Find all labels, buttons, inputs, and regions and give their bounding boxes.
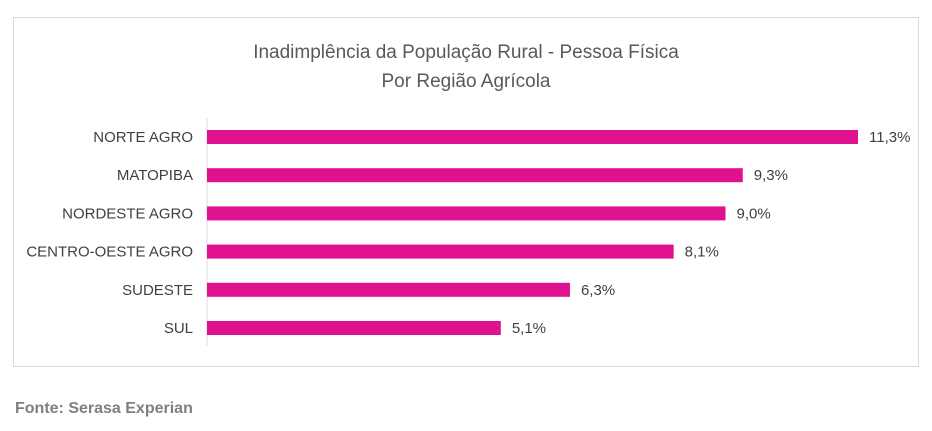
bar (207, 282, 570, 297)
category-label: NORTE AGRO (93, 129, 193, 146)
value-label: 8,1% (685, 244, 719, 261)
chart-title: Inadimplência da População Rural - Pesso… (253, 42, 679, 63)
category-label: SUL (164, 320, 193, 337)
bar (207, 244, 674, 259)
bar (207, 130, 858, 144)
value-label: 5,1% (512, 320, 546, 337)
bar (207, 168, 743, 183)
bars-group: NORTE AGRO 11,3% MATOPIBA 9,3% NORDESTE AGRO… (26, 129, 910, 337)
chart-frame (13, 17, 919, 367)
category-label: CENTRO-OESTE AGRO (26, 244, 193, 261)
bar (207, 206, 726, 221)
category-label: SUDESTE (122, 282, 193, 299)
value-label: 9,3% (754, 167, 788, 184)
value-label: 6,3% (581, 282, 615, 299)
bar (207, 321, 501, 335)
chart-subtitle: Por Região Agrícola (382, 71, 551, 92)
category-label: NORDESTE AGRO (62, 205, 193, 222)
category-label: MATOPIBA (117, 167, 193, 184)
value-label: 9,0% (736, 205, 770, 222)
value-label: 11,3% (869, 129, 910, 146)
source-note: Fonte: Serasa Experian (15, 400, 193, 417)
